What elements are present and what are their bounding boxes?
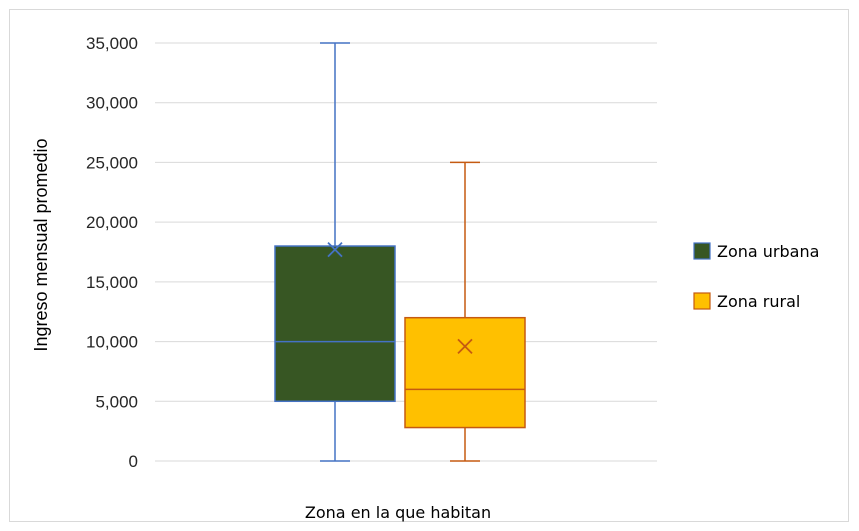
legend: Zona urbana Zona rural: [693, 242, 819, 311]
legend-swatch: [693, 242, 711, 260]
iqr-box: [274, 245, 396, 403]
legend-label: Zona rural: [717, 292, 800, 311]
y-tick-label: 20,000: [86, 213, 138, 232]
legend-item: Zona rural: [693, 292, 800, 311]
y-tick-label: 15,000: [86, 273, 138, 292]
y-tick-label: 0: [129, 452, 138, 471]
y-tick-label: 25,000: [86, 153, 138, 172]
mean-marker: [457, 338, 473, 354]
chart-frame: [9, 9, 849, 522]
y-tick-label: 10,000: [86, 333, 138, 352]
box-zona-urbana: [274, 42, 396, 462]
y-tick-label: 35,000: [86, 34, 138, 53]
legend-swatch: [693, 292, 711, 310]
mean-marker: [327, 241, 343, 258]
legend-label: Zona urbana: [717, 242, 819, 261]
y-tick-label: 5,000: [95, 392, 138, 411]
gridlines: [155, 42, 657, 402]
y-tick-label: 30,000: [86, 94, 138, 113]
x-axis-label: Zona en la que habitan: [305, 503, 491, 522]
y-axis-label: Ingreso mensual promedio: [31, 138, 51, 351]
y-axis-ticks: 0 5,000 10,000 15,000 20,000 25,000 30,000 35,0…: [86, 34, 138, 471]
box-series: [274, 42, 526, 462]
box-zona-rural: [404, 161, 526, 462]
legend-item: Zona urbana: [693, 242, 819, 261]
mean-marker-stroke: [457, 338, 473, 354]
mean-marker-stroke: [327, 241, 343, 258]
iqr-box: [404, 316, 526, 429]
